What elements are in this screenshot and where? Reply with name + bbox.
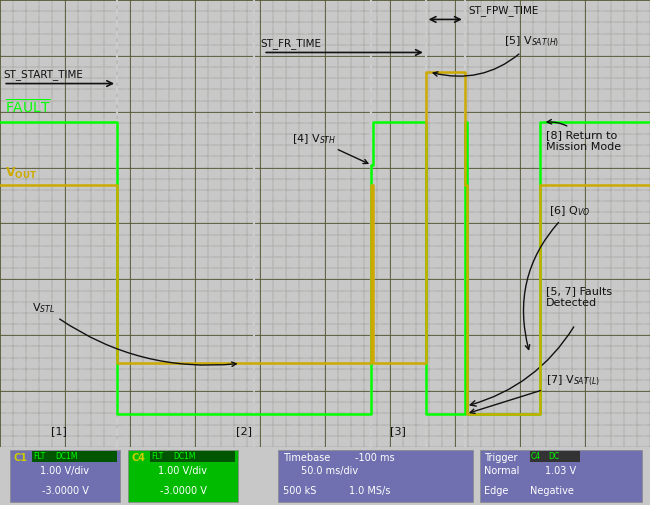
Text: 1.03 V: 1.03 V (545, 466, 576, 476)
Text: FLT: FLT (151, 452, 163, 461)
Text: C4: C4 (132, 453, 146, 463)
Text: -3.0000 V: -3.0000 V (159, 486, 207, 496)
Bar (480, 450, 642, 502)
Text: DC1M: DC1M (55, 452, 77, 461)
Text: 1.00 V/div: 1.00 V/div (159, 466, 207, 476)
Bar (278, 450, 473, 502)
Text: Normal: Normal (484, 466, 519, 476)
Text: [4] V$_{STH}$: [4] V$_{STH}$ (292, 132, 368, 164)
Text: Trigger: Trigger (484, 453, 517, 463)
Bar (150, 451, 235, 462)
Text: C1: C1 (14, 453, 28, 463)
Text: ST_FR_TIME: ST_FR_TIME (260, 38, 321, 48)
Text: FLT: FLT (33, 452, 46, 461)
Text: DC1M: DC1M (173, 452, 196, 461)
Text: [1]: [1] (51, 426, 66, 436)
Bar (530, 451, 580, 462)
Text: [7] V$_{SAT(L)}$: [7] V$_{SAT(L)}$ (470, 373, 600, 414)
Text: 50.0 ms/div: 50.0 ms/div (302, 466, 359, 476)
Text: -100 ms: -100 ms (355, 453, 395, 463)
Bar (128, 450, 238, 502)
Text: $\mathbf{V_{OUT}}$: $\mathbf{V_{OUT}}$ (5, 166, 38, 181)
Text: Timebase: Timebase (283, 453, 330, 463)
Text: V$_{STL}$: V$_{STL}$ (32, 301, 236, 367)
Text: 1.0 MS/s: 1.0 MS/s (349, 486, 391, 496)
Text: -3.0000 V: -3.0000 V (42, 486, 88, 496)
Text: [6] Q$_{VO}$: [6] Q$_{VO}$ (523, 204, 591, 349)
Text: C4: C4 (531, 452, 541, 461)
Text: ST_START_TIME: ST_START_TIME (3, 69, 83, 80)
Text: [5] V$_{SAT(H)}$: [5] V$_{SAT(H)}$ (433, 35, 559, 76)
Text: [8] Return to
Mission Mode: [8] Return to Mission Mode (546, 120, 621, 152)
Bar (32, 451, 117, 462)
Text: Negative: Negative (530, 486, 574, 496)
Text: ST_FPW_TIME: ST_FPW_TIME (468, 5, 538, 16)
Text: [2]: [2] (236, 426, 252, 436)
Text: Edge: Edge (484, 486, 508, 496)
Text: 500 kS: 500 kS (283, 486, 317, 496)
Bar (10, 450, 120, 502)
Text: 1.00 V/div: 1.00 V/div (40, 466, 90, 476)
Text: [3]: [3] (390, 426, 406, 436)
Text: [5, 7] Faults
Detected: [5, 7] Faults Detected (546, 286, 612, 308)
Text: DC: DC (548, 452, 559, 461)
Text: $\overline{\rm FAULT}$: $\overline{\rm FAULT}$ (5, 98, 51, 117)
